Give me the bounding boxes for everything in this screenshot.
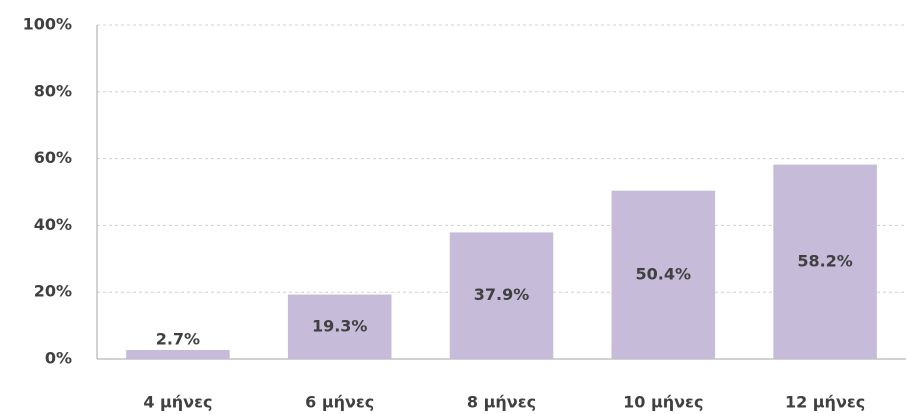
y-tick-label: 100%: [23, 15, 72, 34]
data-label: 37.9%: [474, 285, 530, 304]
x-tick-label: 10 μήνες: [623, 393, 703, 412]
y-tick-label: 0%: [45, 349, 72, 368]
data-label: 2.7%: [156, 329, 200, 348]
data-label: 50.4%: [636, 264, 692, 283]
x-tick-label: 6 μήνες: [305, 393, 374, 412]
bar: [287, 294, 392, 359]
bar: [773, 164, 877, 359]
x-tick-label: 8 μήνες: [467, 393, 536, 412]
y-tick-label: 40%: [34, 215, 72, 234]
bar: [611, 190, 716, 359]
x-tick-label: 4 μήνες: [143, 393, 212, 412]
data-label: 58.2%: [797, 251, 853, 270]
bar: [449, 232, 554, 359]
bar: [126, 349, 230, 359]
data-label: 19.3%: [312, 316, 368, 335]
y-tick-label: 80%: [34, 81, 72, 100]
x-tick-label: 12 μήνες: [785, 393, 865, 412]
y-tick-label: 60%: [34, 148, 72, 167]
y-tick-label: 20%: [34, 282, 72, 301]
